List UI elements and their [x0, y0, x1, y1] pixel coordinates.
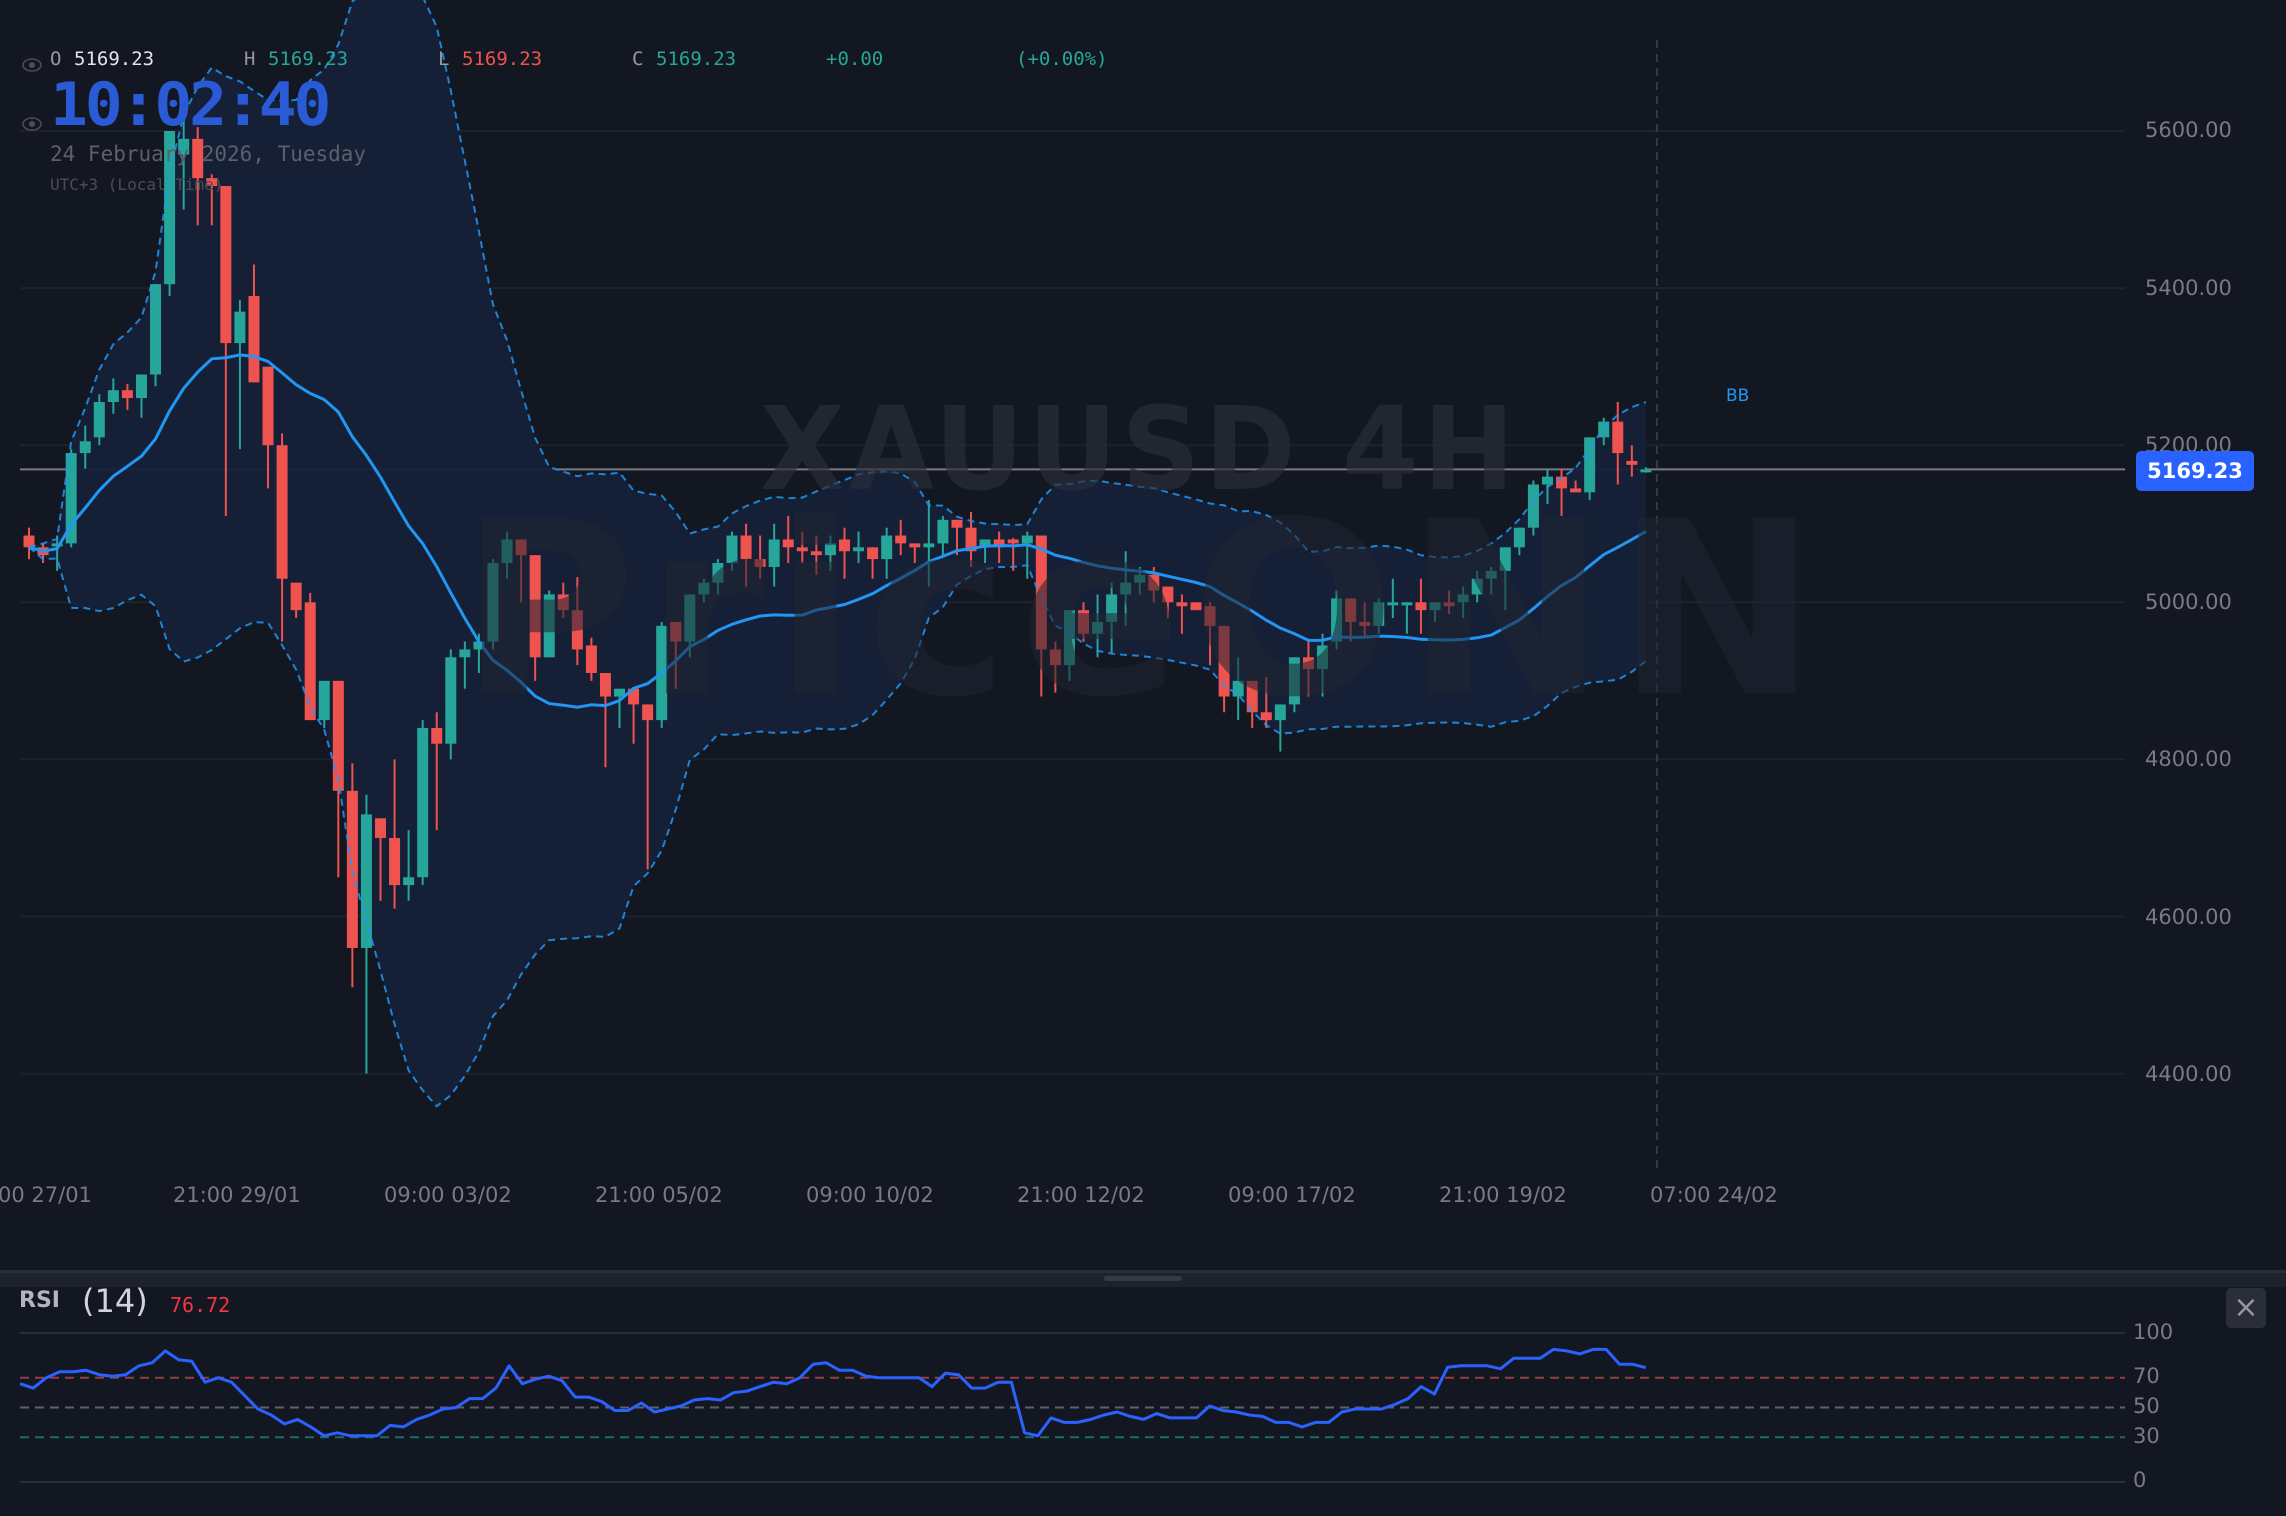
- time-axis-label: 09:00 10/02: [806, 1183, 934, 1207]
- rsi-axis-label: 0: [2133, 1468, 2147, 1492]
- eye-icon[interactable]: [22, 58, 42, 72]
- change-percent: (+0.00%): [1016, 48, 1108, 70]
- close-icon: ×: [2233, 1290, 2259, 1325]
- time-axis-label: 21:00 29/01: [173, 1183, 301, 1207]
- time-axis-label: 09:00 03/02: [384, 1183, 512, 1207]
- rsi-axis-label: 100: [2133, 1320, 2174, 1344]
- current-price-tag: 5169.23: [2136, 451, 2254, 491]
- price-axis-label: 4800.00: [2145, 747, 2232, 771]
- clock-date: 24 February 2026, Tuesday: [50, 142, 367, 166]
- price-axis-label: 5400.00: [2145, 276, 2232, 300]
- open-label: O: [50, 48, 62, 70]
- time-axis-label: 21:00 19/02: [1439, 1183, 1567, 1207]
- symbol-watermark: XAUUSD 4H: [760, 381, 1519, 517]
- time-axis-label: 21:00 12/02: [1017, 1183, 1145, 1207]
- low-label: L: [438, 48, 450, 70]
- rsi-title: RSI: [19, 1288, 60, 1313]
- pane-resize-handle[interactable]: [1104, 1276, 1182, 1281]
- price-axis-label: 5000.00: [2145, 590, 2232, 614]
- rsi-axis-label: 30: [2133, 1424, 2160, 1448]
- close-value: 5169.23: [656, 48, 737, 70]
- price-axis-label: 5600.00: [2145, 118, 2232, 142]
- price-axis-label: 4600.00: [2145, 905, 2232, 929]
- clock-time: 10:02:40: [50, 70, 331, 140]
- rsi-axis-label: 70: [2133, 1364, 2160, 1388]
- rsi-axis-label: 50: [2133, 1394, 2160, 1418]
- low-value: 5169.23: [462, 48, 543, 70]
- clock-timezone: UTC+3 (Local Time): [50, 175, 224, 194]
- eye-icon[interactable]: [22, 117, 42, 131]
- bollinger-band-fill: [29, 0, 1646, 1107]
- change-value: +0.00: [826, 48, 884, 70]
- time-axis-label: 09:00 17/02: [1228, 1183, 1356, 1207]
- close-rsi-button[interactable]: ×: [2226, 1288, 2266, 1328]
- high-value: 5169.23: [268, 48, 349, 70]
- rsi-value: 76.72: [170, 1293, 231, 1317]
- close-label: C: [632, 48, 644, 70]
- bb-indicator-label[interactable]: BB: [1726, 386, 1750, 406]
- open-value: 5169.23: [74, 48, 155, 70]
- bollinger-band-lines: [28, 0, 1647, 1108]
- rsi-plot: [19, 1332, 2125, 1483]
- rsi-length: (14): [82, 1282, 148, 1320]
- high-label: H: [244, 48, 256, 70]
- time-axis-label: 21:00 05/02: [595, 1183, 723, 1207]
- time-axis-label: 00 27/01: [0, 1183, 92, 1207]
- brand-watermark: PriceONN: [460, 470, 1828, 750]
- time-axis-label: 07:00 24/02: [1650, 1183, 1778, 1207]
- price-axis-label: 4400.00: [2145, 1062, 2232, 1086]
